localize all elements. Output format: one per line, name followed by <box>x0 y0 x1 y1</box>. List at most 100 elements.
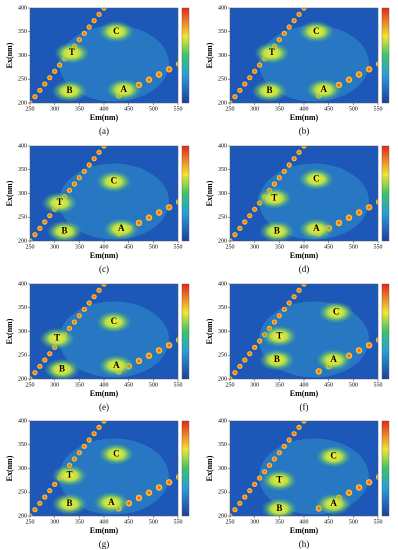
x-tick-label: 400 <box>100 382 109 388</box>
x-tick-label: 350 <box>275 519 284 525</box>
scatter-dot <box>247 75 253 81</box>
scatter-dot <box>252 206 258 212</box>
peak-label: C <box>111 316 118 326</box>
x-tick-label: 450 <box>124 519 133 525</box>
panel-label: (h) <box>299 539 310 549</box>
x-tick-label: 450 <box>124 244 133 250</box>
plot <box>230 8 378 103</box>
panel-label: (e) <box>99 402 109 412</box>
plot <box>30 146 178 241</box>
x-tick-label: 350 <box>75 382 84 388</box>
peak-label: A <box>313 223 320 233</box>
scatter-dot <box>281 30 287 36</box>
scatter-dot <box>76 313 82 319</box>
peak-glow <box>251 80 288 103</box>
panel-label: (f) <box>300 402 309 412</box>
peak-label: T <box>276 330 282 340</box>
scatter-dot <box>257 475 263 481</box>
peak-label: C <box>333 307 340 317</box>
scatter-dot <box>165 479 173 486</box>
colorbar <box>181 420 190 517</box>
scatter-dot <box>365 479 373 486</box>
y-tick-label: 300 <box>218 466 227 472</box>
scatter-dot <box>271 456 277 462</box>
peak-glow <box>51 493 88 516</box>
scatter-dot <box>266 462 273 468</box>
y-tick-label: 250 <box>218 215 227 221</box>
peak-label: A <box>113 360 120 370</box>
y-tick-label: 350 <box>218 305 227 311</box>
peak-label: B <box>266 85 272 95</box>
plot <box>230 421 378 516</box>
y-tick-label: 200 <box>218 238 227 244</box>
panel-label: (g) <box>99 539 110 549</box>
x-tick-label: 350 <box>275 244 284 250</box>
scatter-dot <box>81 168 87 174</box>
peak-label: C <box>330 451 337 461</box>
scatter-dot <box>135 357 143 365</box>
scatter-dot <box>271 181 277 187</box>
scatter-dot <box>101 146 107 149</box>
y-tick-label: 200 <box>218 376 227 382</box>
peak-label: T <box>269 47 275 57</box>
scatter-dot <box>286 437 292 443</box>
scatter-dot <box>276 450 282 456</box>
scatter-dot <box>96 11 102 17</box>
scatter-dot <box>66 187 73 193</box>
y-tick-label: 300 <box>18 53 27 59</box>
peak-glow <box>305 78 342 101</box>
colorbar <box>181 283 190 380</box>
scatter-dot <box>175 199 178 206</box>
x-tick-label: 350 <box>75 244 84 250</box>
scatter-dot <box>252 68 258 74</box>
y-tick-label: 250 <box>18 77 27 83</box>
peak-glow <box>51 464 88 487</box>
scatter-dot <box>30 376 33 379</box>
scatter-dot <box>30 238 33 241</box>
scatter-dot <box>252 481 258 487</box>
scatter-dot <box>375 199 378 206</box>
x-tick-label: 550 <box>374 519 383 525</box>
scatter-dot <box>296 424 302 430</box>
peak-glow <box>98 20 135 43</box>
peak-glow <box>253 42 290 65</box>
x-tick-label: 250 <box>26 519 35 525</box>
peak-glow <box>261 325 298 348</box>
plot <box>230 146 378 241</box>
peak-label: A <box>330 354 337 364</box>
peak-label: B <box>274 226 280 236</box>
x-tick-label: 450 <box>324 382 333 388</box>
y-tick-label: 400 <box>18 418 27 424</box>
scatter-dot <box>32 94 38 100</box>
x-axis-label: Em(nm) <box>290 526 319 535</box>
scatter-dot <box>91 431 97 437</box>
scatter-dot <box>145 489 153 496</box>
scatter-dot <box>345 76 353 83</box>
x-tick-label: 250 <box>226 519 235 525</box>
haze <box>259 25 369 102</box>
y-tick-label: 350 <box>18 167 27 173</box>
y-tick-label: 200 <box>18 238 27 244</box>
scatter-dot <box>155 347 163 354</box>
scatter-dot <box>145 352 153 359</box>
panel-label: (c) <box>99 264 109 274</box>
scatter-dot <box>286 24 292 30</box>
scatter-dot <box>37 225 43 231</box>
peak-glow <box>51 80 88 103</box>
peak-glow <box>315 493 352 516</box>
scatter-dot <box>52 481 58 487</box>
peak-label: C <box>313 173 320 183</box>
scatter-dot <box>145 76 153 83</box>
scatter-dot <box>32 370 38 376</box>
peak-glow <box>53 42 90 65</box>
scatter-dot <box>76 175 82 181</box>
x-tick-label: 550 <box>374 244 383 250</box>
peak-label: A <box>330 498 337 508</box>
x-tick-label: 550 <box>174 106 183 112</box>
peak-glow <box>39 327 76 350</box>
y-tick-label: 400 <box>18 143 27 149</box>
x-axis-label: Em(nm) <box>90 251 119 260</box>
scatter-dot <box>291 18 297 24</box>
